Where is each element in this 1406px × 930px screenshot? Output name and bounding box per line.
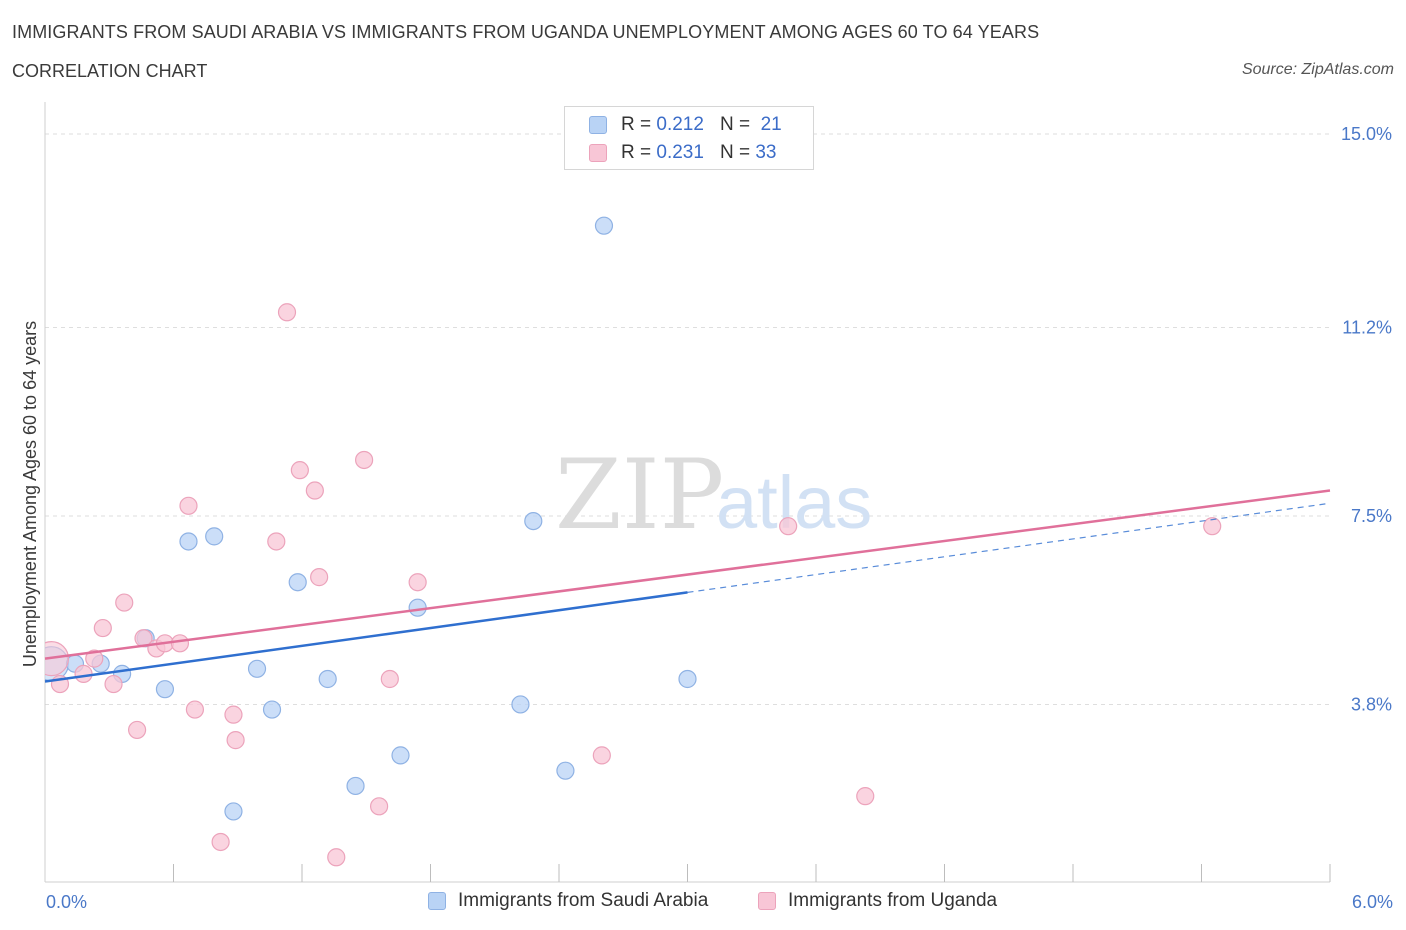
n-label: N = [719,114,751,135]
uganda-point [290,461,309,480]
uganda-point [779,517,798,536]
saudi-point [155,680,175,699]
saudi-point [288,573,307,592]
source-credit: Source: ZipAtlas.com [1241,61,1394,78]
uganda-point [104,674,123,694]
series-legend-uganda: Immigrants from Uganda [758,890,997,912]
saudi-swatch-icon [589,116,607,134]
saudi-point [511,695,530,714]
uganda-point [408,573,427,592]
uganda-point [127,720,147,740]
gridlines [45,133,1330,705]
r-label: R = [621,142,652,163]
uganda-point [226,731,245,750]
uganda-legend-swatch-icon [758,892,776,910]
uganda-point [277,303,297,322]
uganda-point [211,832,230,852]
data-points [45,54,1296,867]
saudi-point [179,532,198,551]
saudi-point [594,216,614,235]
series-legend-saudi-label: Immigrants from Saudi Arabia [458,890,709,911]
saudi-point [678,669,697,689]
uganda-point [592,746,611,765]
trend-lines [44,489,1331,683]
uganda-point [185,700,205,719]
uganda-swatch-icon [589,144,607,162]
saudi-point [524,511,543,531]
legend-row-uganda: R = 0.231 N = 33 [589,141,776,165]
axis-labels: Unemployment Among Ages 60 to 64 years 3… [20,124,1393,912]
chart-subtitle: CORRELATION CHART [12,61,208,81]
saudi-point [408,598,427,617]
watermark: ZIP atlas [555,439,872,551]
uganda-point [327,848,346,867]
uganda-point [224,705,243,724]
uganda-point [380,669,399,689]
uganda-point [310,568,329,587]
y-tick-label: 15.0% [1341,124,1392,144]
n-value: 21 [760,114,782,135]
saudi-trend-line [44,591,688,683]
uganda-point [370,797,389,816]
axes [44,102,1331,883]
uganda-point [74,664,93,683]
n-label: N = [719,142,751,163]
legend-row-saudi: R = 0.212 N = 21 [589,113,782,137]
series-legend-saudi: Immigrants from Saudi Arabia [428,890,708,912]
r-label: R = [621,114,652,135]
saudi-point [391,746,410,765]
saudi-trend-extension [687,502,1331,593]
r-value: 0.231 [656,142,704,163]
uganda-point [170,634,190,653]
saudi-point [247,659,267,678]
saudi-point [205,527,224,546]
y-tick-label: 3.8% [1351,694,1392,714]
saudi-legend-swatch-icon [428,892,446,910]
uganda-point [115,593,134,612]
uganda-point [355,450,374,470]
x-tick-label-max: 6.0% [1352,892,1393,912]
saudi-point [318,669,337,689]
saudi-point [556,761,575,780]
saudi-point [346,776,365,796]
saudi-point [262,700,282,719]
uganda-point [856,787,875,806]
y-tick-label: 11.2% [1342,318,1392,338]
r-value: 0.212 [656,114,704,135]
y-tick-label: 7.5% [1351,506,1392,526]
series-legend-uganda-label: Immigrants from Uganda [788,890,998,911]
uganda-point [1203,517,1222,536]
watermark-zip: ZIP [555,439,724,551]
saudi-point [224,802,243,821]
uganda-point [93,618,112,638]
uganda-trend-line [44,489,1331,660]
correlation-legend: R = 0.212 N = 21 R = 0.231 N = 33 [564,106,814,170]
uganda-point [305,481,324,500]
uganda-point [85,649,104,668]
uganda-point [45,641,70,677]
uganda-point [1279,54,1296,71]
n-value: 33 [755,142,777,163]
x-tick-label-min: 0.0% [46,892,87,912]
y-axis-label: Unemployment Among Ages 60 to 64 years [20,321,40,667]
uganda-point [267,532,286,551]
uganda-point [179,496,198,515]
chart-title: IMMIGRANTS FROM SAUDI ARABIA VS IMMIGRAN… [12,22,1040,42]
